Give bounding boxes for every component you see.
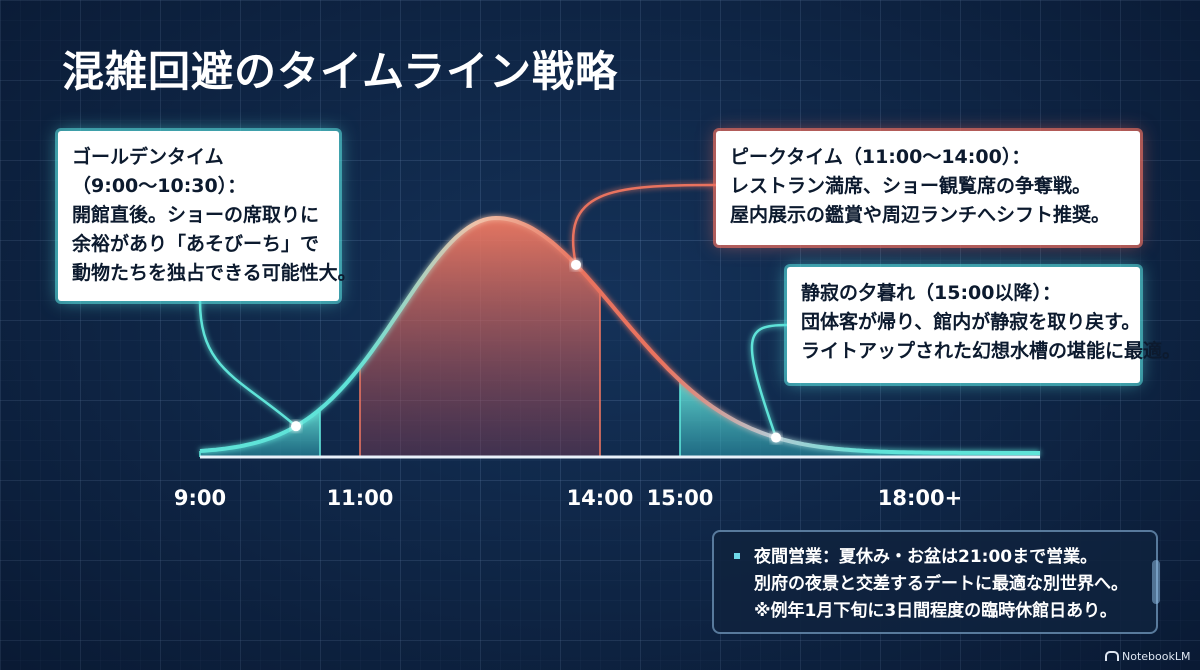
golden-line-4: 余裕があり「あそびーち」で <box>72 233 320 255</box>
night-hours-box: 夜間営業：夏休み・お盆は21:00まで営業。 別府の夜景と交差するデートに最適な… <box>712 530 1158 634</box>
crowd-curve-line <box>199 215 1040 455</box>
golden-leader <box>198 300 297 428</box>
page-title: 混雑回避のタイムライン戦略 <box>62 47 619 96</box>
brand-label: NotebookLM <box>1122 650 1191 663</box>
x-tick-label: 18:00+ <box>877 486 963 510</box>
x-tick-label: 14:00 <box>566 486 634 510</box>
evening-leader <box>750 323 788 438</box>
golden-line-2: （9:00〜10:30）： <box>72 175 247 197</box>
peak-line-3: 屋内展示の鑑賞や周辺ランチへシフト推奨。 <box>730 204 1111 226</box>
x-tick-label: 9:00 <box>173 486 227 510</box>
curve-marker-2 <box>571 259 581 270</box>
x-tick-label: 15:00 <box>646 486 714 510</box>
peak-line-1: ピークタイム（11:00〜14:00）： <box>730 146 1031 168</box>
peak-time-callout: ピークタイム（11:00〜14:00）： レストラン満席、ショー観覧席の争奪戦。… <box>716 131 1140 245</box>
evening-line-1: 静寂の夕暮れ（15:00以降）： <box>801 282 1061 304</box>
golden-line-1: ゴールデンタイム <box>72 146 224 168</box>
notebooklm-icon <box>1105 651 1119 661</box>
evening-zone <box>680 380 1040 457</box>
golden-line-3: 開館直後。ショーの席取りに <box>72 204 320 226</box>
evening-line-2: 団体客が帰り、館内が静寂を取り戻す。 <box>801 311 1141 333</box>
golden-line-5: 動物たちを独占できる可能性大。 <box>72 262 357 284</box>
brand-watermark: NotebookLM <box>1105 650 1190 663</box>
curve-marker-3 <box>771 432 781 443</box>
night-line-3: ※例年1月下旬に3日間程度の臨時休館日あり。 <box>754 601 1117 621</box>
panel-scroll-handle[interactable] <box>1152 560 1160 604</box>
evening-callout: 静寂の夕暮れ（15:00以降）： 団体客が帰り、館内が静寂を取り戻す。 ライトア… <box>787 267 1182 383</box>
golden-time-callout: ゴールデンタイム （9:00〜10:30）： 開館直後。ショーの席取りに 余裕が… <box>58 131 357 301</box>
night-line-1: 夜間営業：夏休み・お盆は21:00まで営業。 <box>754 547 1098 567</box>
peak-zone <box>360 218 600 457</box>
evening-line-3: ライトアップされた幻想水槽の堪能に最適。 <box>801 340 1182 362</box>
golden-zone <box>200 409 320 457</box>
x-tick-label: 11:00 <box>326 486 394 510</box>
peak-leader <box>571 183 717 266</box>
night-line-2: 別府の夜景と交差するデートに最適な別世界へ。 <box>754 574 1128 594</box>
peak-line-2: レストラン満席、ショー観覧席の争奪戦。 <box>730 175 1092 197</box>
curve-marker-1 <box>291 421 301 432</box>
bullet-icon <box>734 553 740 559</box>
